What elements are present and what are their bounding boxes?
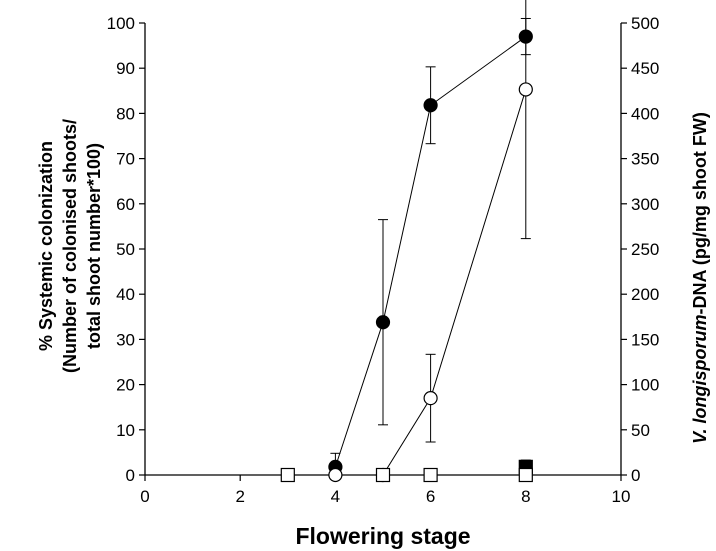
tick-labels: 0 2 4 6 8 10010203040506070809010005010015020… [107, 14, 660, 506]
y-axis-label-right: V. longisporum-DNA (pg/mg shoot FW) [690, 112, 710, 444]
data-point [518, 82, 533, 97]
y-right-tick-label: 500 [631, 14, 659, 33]
series-1 [328, 17, 533, 476]
y-left-tick-label: 10 [116, 421, 135, 440]
series-line [335, 89, 527, 476]
y-axis-label-right-rest: -DNA (pg/mg shoot FW) [690, 112, 710, 314]
data-point [280, 467, 295, 483]
data-point [518, 467, 533, 483]
y-right-tick-label: 250 [631, 240, 659, 259]
x-axis-label: Flowering stage [295, 523, 470, 549]
y-axis-label-left-line1: % Systemic colonization [36, 141, 56, 351]
y-right-tick-label: 450 [631, 59, 659, 78]
y-left-tick-label: 100 [107, 14, 135, 33]
y-axis-label-left-line2: (Number of colonised shoots/ [60, 119, 80, 373]
x-tick-label: 0 [140, 487, 149, 506]
y-axis-label-left-line3: total shoot number*100) [84, 143, 104, 349]
data-point [375, 315, 391, 330]
y-right-tick-label: 100 [631, 376, 659, 395]
data-point [375, 467, 391, 483]
x-tick-label: 4 [331, 487, 340, 506]
x-tick-label: 6 [426, 487, 435, 506]
y-left-tick-label: 50 [116, 240, 135, 259]
y-left-tick-label: 70 [116, 150, 135, 169]
y-left-tick-label: 30 [116, 330, 135, 349]
y-right-tick-label: 400 [631, 104, 659, 123]
y-left-tick-label: 0 [126, 466, 135, 485]
x-tick-label: 2 [235, 487, 244, 506]
y-left-tick-label: 80 [116, 104, 135, 123]
y-axis-label-right-italic: V. longisporum [690, 314, 710, 443]
data-point [423, 98, 438, 113]
y-left-tick-label: 20 [116, 376, 135, 395]
y-left-tick-label: 60 [116, 195, 135, 214]
data-point [423, 467, 438, 483]
y-left-tick-label: 40 [116, 285, 135, 304]
series-4 [280, 467, 533, 483]
x-tick-label: 10 [612, 487, 631, 506]
y-left-tick-label: 90 [116, 59, 135, 78]
data-point [328, 467, 343, 483]
y-right-tick-label: 300 [631, 195, 659, 214]
chart-marks [280, 0, 533, 483]
y-right-tick-label: 350 [631, 150, 659, 169]
x-tick-label: 8 [521, 487, 530, 506]
y-right-tick-label: 200 [631, 285, 659, 304]
y-right-tick-label: 50 [631, 421, 650, 440]
data-point [423, 391, 438, 406]
y-right-tick-label: 0 [631, 466, 640, 485]
series-line [334, 36, 527, 468]
y-right-tick-label: 150 [631, 330, 659, 349]
